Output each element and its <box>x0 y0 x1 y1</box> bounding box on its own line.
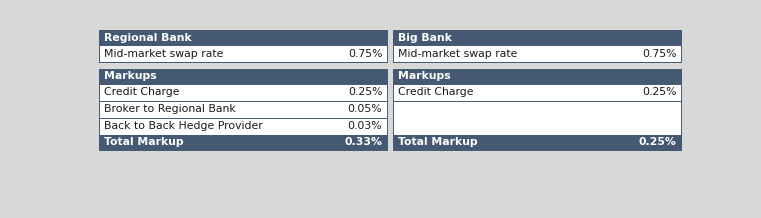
Text: 0.75%: 0.75% <box>348 49 382 59</box>
Text: 0.25%: 0.25% <box>642 87 677 97</box>
Text: 0.05%: 0.05% <box>348 104 382 114</box>
Bar <box>99 45 387 62</box>
Bar <box>393 84 681 135</box>
Text: 0.33%: 0.33% <box>344 137 382 147</box>
Bar <box>99 68 387 84</box>
Text: Back to Back Hedge Provider: Back to Back Hedge Provider <box>103 121 263 131</box>
Text: 0.25%: 0.25% <box>638 137 677 147</box>
Text: Regional Bank: Regional Bank <box>103 33 191 43</box>
Text: Mid-market swap rate: Mid-market swap rate <box>103 49 223 59</box>
Text: 0.25%: 0.25% <box>348 87 382 97</box>
Bar <box>99 84 387 135</box>
Bar <box>99 135 387 150</box>
Text: Markups: Markups <box>398 71 451 81</box>
Bar <box>99 30 387 45</box>
Bar <box>393 30 681 45</box>
Text: Big Bank: Big Bank <box>398 33 451 43</box>
Text: Total Markup: Total Markup <box>103 137 183 147</box>
Text: Markups: Markups <box>103 71 156 81</box>
Text: 0.75%: 0.75% <box>642 49 677 59</box>
Text: Broker to Regional Bank: Broker to Regional Bank <box>103 104 235 114</box>
Text: 0.03%: 0.03% <box>348 121 382 131</box>
Bar <box>393 135 681 150</box>
Bar <box>393 68 681 84</box>
Text: Total Markup: Total Markup <box>398 137 477 147</box>
Text: Credit Charge: Credit Charge <box>398 87 473 97</box>
Bar <box>393 45 681 62</box>
Text: Mid-market swap rate: Mid-market swap rate <box>398 49 517 59</box>
Text: Credit Charge: Credit Charge <box>103 87 179 97</box>
